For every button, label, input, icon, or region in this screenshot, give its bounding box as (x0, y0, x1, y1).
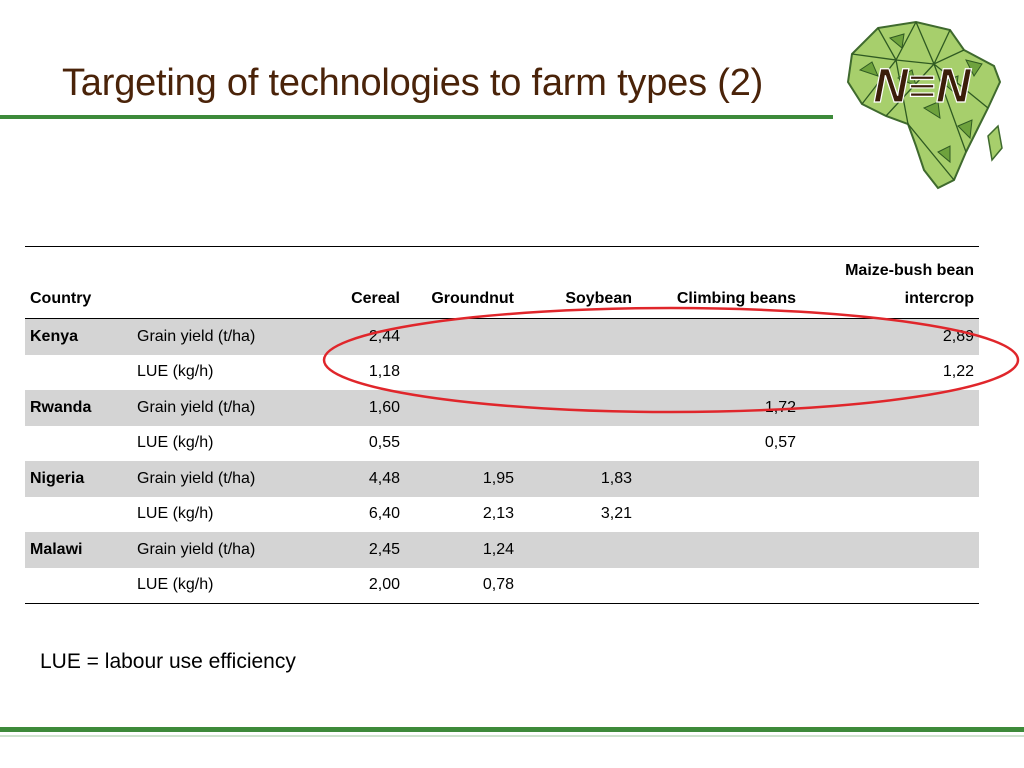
cell-intercrop: 1,22 (942, 363, 974, 381)
cell-groundnut: 0,78 (482, 576, 514, 594)
yield-table: Country Cereal Groundnut Soybean Climbin… (25, 246, 979, 604)
cell-groundnut: 2,13 (482, 505, 514, 523)
cell-groundnut (405, 355, 519, 391)
row-metric: LUE (kg/h) (137, 434, 214, 452)
cell-climbing-beans: 0,57 (764, 434, 796, 452)
row-country (25, 426, 132, 462)
row-metric: Grain yield (t/ha) (132, 390, 329, 426)
table-row: LUE (kg/h) 0,55 0,57 (25, 426, 979, 462)
cell-climbing-beans (637, 461, 801, 497)
header-soybean: Soybean (519, 246, 637, 319)
row-metric: Grain yield (t/ha) (132, 532, 329, 568)
cell-climbing-beans (637, 532, 801, 568)
cell-climbing-beans: 1,72 (637, 390, 801, 426)
row-metric: Grain yield (t/ha) (132, 461, 329, 497)
table-row: Malawi Grain yield (t/ha) 2,45 1,24 (25, 532, 979, 568)
footer-divider-light (0, 735, 1024, 737)
row-country: Malawi (25, 532, 132, 568)
logo-text: N≡N (873, 60, 972, 113)
table-row: LUE (kg/h) 6,40 2,13 3,21 (25, 497, 979, 533)
row-country (25, 568, 132, 604)
cell-cereal: 1,60 (329, 390, 405, 426)
cell-cereal: 1,18 (368, 363, 400, 381)
header-country: Country (25, 246, 132, 319)
cell-intercrop (801, 532, 979, 568)
title-divider (0, 115, 833, 119)
header-cereal: Cereal (329, 246, 405, 319)
cell-cereal: 2,00 (368, 576, 400, 594)
cell-cereal: 6,40 (368, 505, 400, 523)
footnote: LUE = labour use efficiency (40, 650, 296, 673)
cell-soybean (519, 568, 637, 604)
cell-climbing-beans (637, 568, 801, 604)
row-country: Nigeria (25, 461, 132, 497)
cell-groundnut (405, 426, 519, 462)
header-climbing-beans: Climbing beans (637, 246, 801, 319)
cell-groundnut (405, 390, 519, 426)
table-header-row: Country Cereal Groundnut Soybean Climbin… (25, 246, 979, 319)
cell-cereal: 2,44 (329, 318, 405, 355)
cell-soybean (519, 532, 637, 568)
cell-climbing-beans (637, 318, 801, 355)
table-row: LUE (kg/h) 2,00 0,78 (25, 568, 979, 604)
n2africa-logo: N≡N (846, 20, 1003, 190)
cell-soybean (519, 355, 637, 391)
cell-intercrop (801, 426, 979, 462)
header-metric (132, 246, 329, 319)
table-row: Rwanda Grain yield (t/ha) 1,60 1,72 (25, 390, 979, 426)
row-metric: Grain yield (t/ha) (132, 318, 329, 355)
cell-intercrop (801, 568, 979, 604)
cell-climbing-beans (637, 355, 801, 391)
table-row: Nigeria Grain yield (t/ha) 4,48 1,95 1,8… (25, 461, 979, 497)
table-row: LUE (kg/h) 1,18 1,22 (25, 355, 979, 391)
cell-groundnut: 1,95 (405, 461, 519, 497)
header-intercrop: Maize-bush bean intercrop (801, 246, 979, 319)
footer-divider (0, 727, 1024, 732)
row-country: Rwanda (25, 390, 132, 426)
cell-cereal: 4,48 (329, 461, 405, 497)
row-metric: LUE (kg/h) (137, 576, 214, 594)
row-country (25, 355, 132, 391)
cell-soybean: 3,21 (600, 505, 632, 523)
cell-groundnut: 1,24 (405, 532, 519, 568)
slide-title: Targeting of technologies to farm types … (62, 62, 764, 104)
row-country: Kenya (25, 318, 132, 355)
cell-cereal: 0,55 (368, 434, 400, 452)
cell-cereal: 2,45 (329, 532, 405, 568)
cell-soybean (519, 390, 637, 426)
cell-soybean (519, 426, 637, 462)
row-country (25, 497, 132, 533)
row-metric: LUE (kg/h) (137, 505, 214, 523)
cell-intercrop (801, 390, 979, 426)
table-row: Kenya Grain yield (t/ha) 2,44 2,89 (25, 318, 979, 355)
cell-climbing-beans (637, 497, 801, 533)
cell-soybean (519, 318, 637, 355)
cell-intercrop: 2,89 (801, 318, 979, 355)
cell-intercrop (801, 461, 979, 497)
cell-groundnut (405, 318, 519, 355)
cell-intercrop (801, 497, 979, 533)
header-groundnut: Groundnut (405, 246, 519, 319)
row-metric: LUE (kg/h) (137, 363, 214, 381)
cell-soybean: 1,83 (519, 461, 637, 497)
